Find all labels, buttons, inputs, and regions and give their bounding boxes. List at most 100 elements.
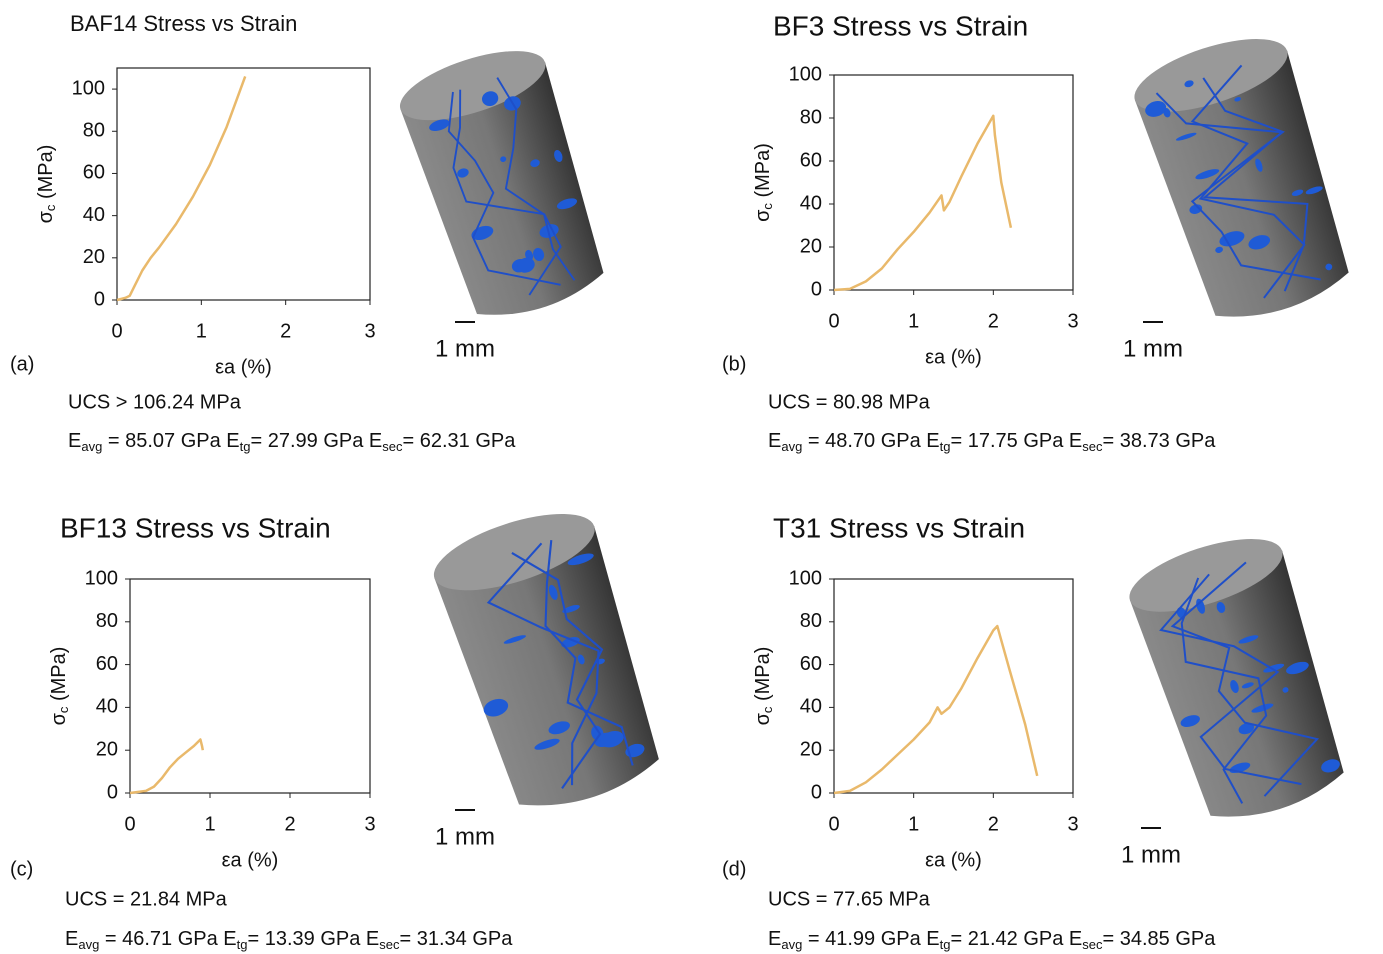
x-tick-label: 3 (364, 813, 375, 835)
modulus-value: = 46.71 GPa (99, 928, 223, 950)
x-tick-label: 0 (828, 310, 839, 332)
y-axis-unit: (MPa) (48, 647, 70, 707)
x-tick-label: 0 (124, 813, 135, 835)
y-tick-label: 20 (800, 235, 822, 257)
y-tick-label: 80 (83, 120, 105, 142)
y-tick-label: 60 (96, 653, 118, 675)
stress-strain-line (117, 76, 245, 300)
y-axis-symbol: σ (35, 210, 57, 223)
x-axis-label: εa (%) (925, 346, 982, 368)
x-tick-label: 0 (828, 813, 839, 835)
ucs-text: UCS = 77.65 MPa (768, 888, 931, 910)
modulus-value: = 34.85 GPa (1102, 928, 1216, 950)
panel-label: (b) (722, 353, 746, 375)
moduli-text: Eavg = 41.99 GPa Etg= 21.42 GPa Esec= 34… (768, 928, 1216, 952)
y-tick-label: 20 (800, 738, 822, 760)
scale-bar-label: 1 mm (435, 335, 495, 362)
y-tick-label: 40 (83, 204, 105, 226)
x-tick-label: 2 (988, 813, 999, 835)
y-tick-label: 100 (72, 77, 105, 99)
y-axis-symbol: σ (752, 209, 774, 222)
y-tick-label: 0 (94, 288, 105, 310)
modulus-subscript: sec (1082, 439, 1103, 454)
modulus-subscript: avg (781, 937, 802, 952)
x-tick-label: 0 (111, 320, 122, 342)
modulus-subscript: avg (781, 439, 802, 454)
modulus-symbol: E (1069, 430, 1082, 452)
figure: BAF14 Stress vs Strain0204060801000123εa… (0, 0, 1383, 954)
y-tick-label: 100 (789, 63, 822, 85)
plot-frame (834, 75, 1073, 290)
x-tick-label: 2 (988, 310, 999, 332)
scale-bar-label: 1 mm (1121, 841, 1181, 868)
plot-frame (130, 579, 370, 793)
y-tick-label: 20 (96, 738, 118, 760)
stress-strain-line (834, 116, 1011, 290)
modulus-subscript: tg (940, 439, 951, 454)
y-axis-unit: (MPa) (35, 145, 57, 205)
y-axis-label: σc (MPa) (752, 647, 775, 726)
modulus-symbol: E (926, 928, 939, 950)
chart-title: BF13 Stress vs Strain (60, 512, 331, 543)
y-tick-label: 0 (811, 278, 822, 300)
y-tick-label: 80 (96, 610, 118, 632)
modulus-value: = 38.73 GPa (1102, 430, 1216, 452)
y-tick-label: 60 (800, 149, 822, 171)
y-tick-label: 60 (800, 653, 822, 675)
y-tick-label: 80 (800, 106, 822, 128)
modulus-symbol: E (1069, 928, 1082, 950)
ucs-text: UCS > 106.24 MPa (68, 391, 242, 413)
modulus-subscript: tg (940, 937, 951, 952)
plot-frame (117, 68, 370, 300)
y-axis-label: σc (MPa) (35, 145, 58, 224)
modulus-subscript: avg (78, 937, 99, 952)
x-tick-label: 3 (1067, 310, 1078, 332)
y-tick-label: 40 (96, 696, 118, 718)
y-axis-symbol: σ (48, 712, 70, 725)
x-tick-label: 2 (284, 813, 295, 835)
y-axis-unit: (MPa) (752, 647, 774, 707)
y-axis-symbol: σ (752, 712, 774, 725)
panel-label: (a) (10, 353, 34, 375)
scale-bar-label: 1 mm (435, 823, 495, 850)
modulus-symbol: E (65, 928, 78, 950)
modulus-value: = 48.70 GPa (802, 430, 926, 452)
panel-label: (c) (10, 858, 33, 880)
y-tick-label: 0 (811, 781, 822, 803)
modulus-value: = 31.34 GPa (399, 928, 513, 950)
rock-sample-image (425, 498, 673, 823)
y-tick-label: 100 (789, 567, 822, 589)
x-tick-label: 1 (908, 310, 919, 332)
modulus-value: = 27.99 GPa (250, 430, 368, 452)
modulus-symbol: E (926, 430, 939, 452)
plot-frame (834, 579, 1073, 793)
x-axis-label: εa (%) (222, 849, 279, 871)
x-tick-label: 1 (204, 813, 215, 835)
modulus-subscript: avg (81, 439, 102, 454)
modulus-subscript: tg (237, 937, 248, 952)
modulus-value: = 62.31 GPa (402, 430, 516, 452)
y-tick-label: 20 (83, 246, 105, 268)
x-tick-label: 1 (196, 320, 207, 342)
scale-bar-label: 1 mm (1123, 335, 1183, 362)
modulus-symbol: E (768, 928, 781, 950)
modulus-symbol: E (223, 928, 236, 950)
y-axis-label: σc (MPa) (752, 143, 775, 222)
modulus-symbol: E (68, 430, 81, 452)
y-tick-label: 80 (800, 610, 822, 632)
y-tick-label: 0 (107, 781, 118, 803)
x-tick-label: 2 (280, 320, 291, 342)
x-axis-label: εa (%) (215, 356, 272, 378)
moduli-text: Eavg = 85.07 GPa Etg= 27.99 GPa Esec= 62… (68, 430, 516, 454)
y-tick-label: 60 (83, 162, 105, 184)
x-tick-label: 3 (1067, 813, 1078, 835)
x-tick-label: 1 (908, 813, 919, 835)
modulus-subscript: sec (382, 439, 403, 454)
chart-title: T31 Stress vs Strain (773, 512, 1025, 543)
y-axis-label: σc (MPa) (48, 647, 71, 726)
modulus-subscript: tg (240, 439, 251, 454)
panel-label: (d) (722, 858, 746, 880)
modulus-value: = 41.99 GPa (802, 928, 926, 950)
modulus-subscript: sec (1082, 937, 1103, 952)
ucs-text: UCS = 21.84 MPa (65, 888, 228, 910)
